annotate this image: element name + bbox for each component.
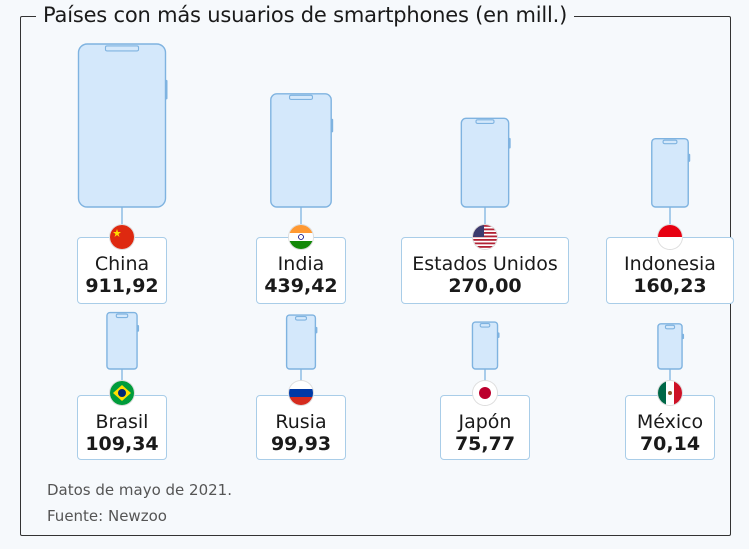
phone-notch: [664, 324, 676, 330]
country-name: México: [636, 411, 704, 433]
phone-notch: [115, 313, 129, 319]
value-label: 109,34: [85, 433, 159, 455]
japan-flag-icon: [473, 381, 497, 405]
country-name: India: [277, 253, 325, 275]
country-label-5: Brasil 109,34: [77, 395, 167, 460]
value-label: 99,93: [270, 433, 332, 455]
phone-mark-1: [77, 43, 168, 237]
value-label: 75,77: [454, 433, 516, 455]
phone-side-button: [136, 324, 140, 332]
phone-side-button: [497, 332, 500, 338]
india-flag-icon: [289, 225, 313, 249]
russia-flag-icon: [289, 381, 313, 405]
phone-side-button: [165, 79, 168, 100]
country-name: Japón: [458, 411, 512, 433]
note-source: Fuente: Newzoo: [47, 507, 167, 525]
country-name: Indonesia: [624, 253, 716, 275]
phone-body: [460, 117, 510, 208]
phone-body: [270, 93, 332, 208]
phone-mark-2: [270, 93, 334, 237]
mexico-flag-icon: [658, 381, 682, 405]
phone-side-button: [508, 137, 511, 149]
phone-side-button: [330, 118, 334, 133]
phone-notch: [475, 119, 495, 124]
phone-mark-8: [657, 323, 685, 395]
chart-title: Países con más usuarios de smartphones (…: [36, 3, 575, 27]
phone-notch: [479, 322, 491, 328]
country-label-8: México 70,14: [625, 395, 715, 460]
brazil-flag-icon: [110, 381, 134, 405]
value-label: 911,92: [85, 275, 159, 297]
value-label: 70,14: [639, 433, 701, 455]
phone-body: [651, 137, 689, 208]
phone-mark-5: [106, 311, 140, 395]
phone-notch: [294, 315, 308, 321]
phone-body: [77, 43, 167, 208]
country-label-6: Rusia 99,93: [256, 395, 346, 460]
phone-notch: [662, 139, 678, 145]
phone-mark-4: [651, 137, 691, 237]
country-name: Rusia: [275, 411, 327, 433]
usa-flag-icon: [473, 225, 497, 249]
country-name: Estados Unidos: [412, 253, 558, 275]
value-label: 160,23: [633, 275, 707, 297]
indonesia-flag-icon: [658, 225, 682, 249]
value-label: 439,42: [264, 275, 338, 297]
phone-body: [106, 311, 138, 370]
phone-side-button: [314, 326, 318, 334]
phone-notch: [104, 45, 140, 52]
phone-side-button: [681, 333, 685, 340]
country-name: Brasil: [95, 411, 149, 433]
phone-notch: [288, 94, 314, 100]
phone-body: [285, 314, 317, 370]
phone-body: [657, 323, 683, 370]
country-name: China: [94, 253, 150, 275]
note-date: Datos de mayo de 2021.: [47, 481, 232, 499]
phone-mark-3: [460, 117, 511, 237]
phone-mark-6: [285, 314, 318, 395]
phone-side-button: [687, 153, 691, 162]
china-flag-icon: [110, 225, 134, 249]
phone-body: [471, 321, 499, 370]
value-label: 270,00: [448, 275, 522, 297]
country-label-3: Estados Unidos 270,00: [401, 237, 569, 304]
